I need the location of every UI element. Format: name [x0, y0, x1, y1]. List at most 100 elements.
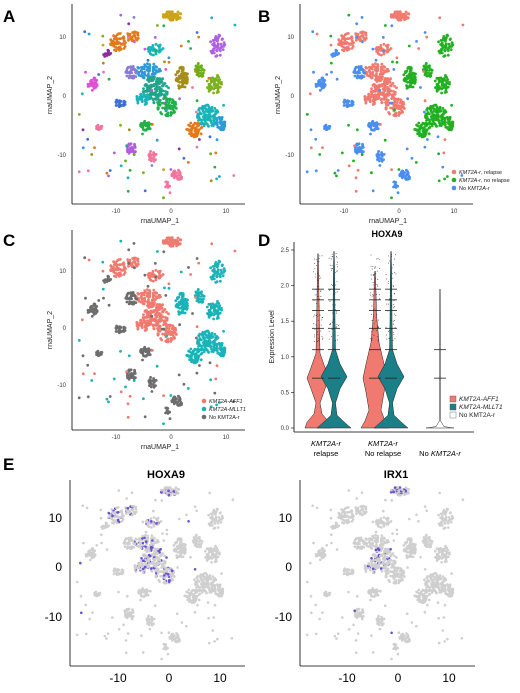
umap-b-point [396, 98, 400, 102]
umap-e1-point [159, 554, 162, 557]
umap-b-point [330, 70, 333, 74]
umap-b-point [379, 44, 383, 47]
umap-a-point [151, 72, 155, 76]
legend-d-mllt1: KMT2A-MLLT1 [459, 404, 503, 411]
umap-c-point [161, 273, 165, 276]
umap-c-point [188, 350, 192, 354]
violin-norelapse-aff1-point [375, 320, 377, 322]
umap-b-point [433, 79, 437, 83]
umap-b-point [418, 134, 421, 138]
umap-c-point [162, 394, 166, 397]
umap-a-point [160, 101, 164, 105]
umap-a-point [107, 77, 111, 81]
violin-relapse-aff1-point [313, 271, 314, 273]
umap-c-point [134, 256, 138, 260]
umap-b-point [384, 106, 388, 110]
violin-norelapse-mllt1-point [393, 313, 395, 315]
umap-a-point [176, 14, 180, 18]
umap-b-point [371, 63, 375, 66]
umap-b-point [431, 104, 435, 108]
violin-relapse-aff1-point [316, 313, 318, 315]
umap-e1-point [115, 506, 118, 510]
violin-relapse-aff1-point [314, 334, 316, 336]
umap-a-point [203, 113, 207, 116]
umap-c-point [166, 410, 170, 413]
violin-relapse-aff1-point [317, 291, 319, 293]
umap-b-point [382, 93, 386, 97]
umap-b-point [392, 105, 396, 109]
umap-a-point [156, 95, 160, 99]
umap-b-point [410, 156, 414, 160]
umap-a-point [184, 78, 188, 81]
umap-c-point [146, 284, 150, 288]
umap-c-point [103, 281, 107, 284]
umap-a-point [170, 174, 174, 178]
umap-b-point [327, 124, 331, 128]
umap-c-point [185, 307, 189, 311]
umap-b-point [324, 123, 328, 127]
umap-c-point [168, 324, 172, 328]
umap-a-point [218, 53, 222, 57]
umap-e1-point [150, 526, 153, 529]
umap-c-point [158, 312, 162, 315]
umap-a-point [122, 99, 126, 103]
umap-a-point [134, 75, 138, 78]
violin-norelapse-mllt1-point [391, 313, 393, 315]
umap-c-point [86, 395, 90, 399]
umap-b-point [437, 152, 440, 156]
violin-norelapse-aff1-point [374, 273, 376, 275]
umap-c-point [213, 391, 217, 395]
umap-c-point [96, 349, 100, 353]
umap-b-point [393, 10, 397, 14]
umap-e1-point [214, 556, 218, 560]
umap-b-point [308, 92, 312, 96]
umap-a-point [213, 38, 217, 42]
ytick-label-d: 2.5 [281, 248, 290, 254]
violin-norelapse-mllt1-point [394, 254, 396, 256]
umap-c-point [216, 312, 220, 316]
umap-c-point [84, 296, 87, 300]
umap-b-point [337, 42, 340, 46]
umap-e1-point [175, 545, 179, 549]
umap-b-point [317, 80, 320, 83]
legend-d-aff1: KMT2A-AFF1 [459, 396, 499, 403]
umap-a-point [220, 38, 224, 41]
umap-a-point [219, 42, 223, 46]
umap-a-point [152, 151, 156, 154]
umap-a-point [203, 115, 206, 119]
umap-e1-point [111, 511, 114, 514]
umap-c-point [209, 378, 213, 382]
violin-norelapse-aff1-point [374, 308, 376, 310]
xlabel-a: rnaUMAP_1 [141, 218, 179, 225]
umap-b-point [360, 16, 364, 19]
umap-c-point [198, 337, 202, 340]
umap-e1-point [170, 569, 174, 573]
umap-c-point [87, 258, 91, 262]
violin-norelapse-aff1-point [378, 327, 380, 328]
umap-a-point [164, 15, 168, 18]
umap-a-point [198, 111, 202, 114]
violin-norelapse-mllt1-point [391, 253, 393, 255]
violin-relapse-aff1-point [321, 335, 323, 337]
violin-relapse-aff1-point [318, 278, 320, 280]
umap-a-point [93, 85, 97, 89]
umap-a-point [202, 124, 206, 128]
umap-a-point [210, 121, 213, 125]
violin-relapse-aff1-point [317, 286, 319, 287]
violin-norelapse-aff1-point [374, 271, 376, 273]
umap-b-point [314, 137, 318, 141]
umap-a-point [96, 123, 100, 127]
umap-a-point [152, 53, 155, 57]
umap-a-point [207, 82, 211, 86]
umap-b-point [329, 43, 333, 47]
violin-relapse-aff1-point [321, 255, 323, 257]
umap-a-point [215, 44, 219, 48]
umap-b-point [416, 124, 420, 128]
umap-a-point [208, 116, 212, 120]
violin-relapse-mllt1-point [330, 268, 332, 270]
umap-b-point [370, 128, 373, 132]
umap-c-point [170, 400, 174, 404]
violin-norelapse-mllt1-point [387, 280, 389, 282]
umap-c-point [206, 340, 210, 344]
umap-a-point [134, 37, 138, 41]
